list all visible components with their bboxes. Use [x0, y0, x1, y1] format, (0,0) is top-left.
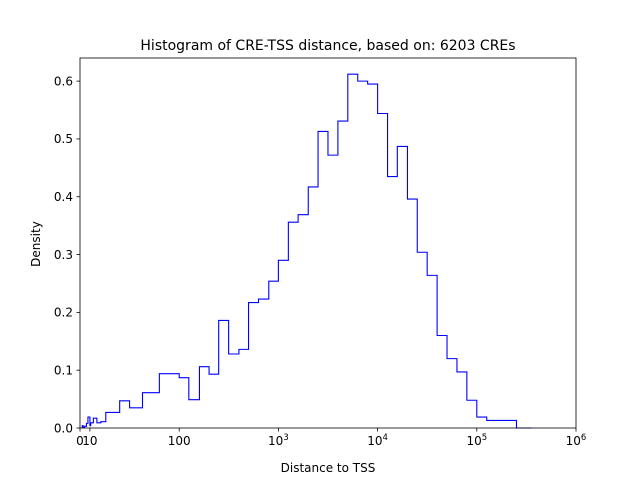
y-axis-label: Density: [29, 221, 43, 267]
x-tick-label: 105: [466, 433, 487, 448]
y-tick-label: 0.0: [54, 421, 73, 435]
x-tick-label: 104: [367, 433, 388, 448]
y-tick-label: 0.6: [54, 74, 73, 88]
y-tick-label: 0.2: [54, 306, 73, 320]
x-tick-label: 100: [168, 434, 191, 448]
chart-title: Histogram of CRE-TSS distance, based on:…: [140, 38, 515, 54]
x-axis-label: Distance to TSS: [281, 461, 376, 475]
y-tick-label: 0.1: [54, 363, 73, 377]
y-tick-label: 0.3: [54, 248, 73, 262]
x-tick-label: 103: [268, 433, 289, 448]
x-tick-label: 10: [82, 434, 97, 448]
histogram-step-line: [81, 73, 532, 429]
x-tick-label: 106: [566, 433, 587, 448]
plot-frame: [79, 57, 577, 429]
x-tick-label: 0: [76, 434, 84, 448]
plot-area: 0.0 0.1 0.2 0.3 0.4 0.5 0.6 010 100 103 104 105 106: [54, 57, 587, 448]
y-tick-label: 0.4: [54, 190, 73, 204]
y-tick-label: 0.5: [54, 132, 73, 146]
